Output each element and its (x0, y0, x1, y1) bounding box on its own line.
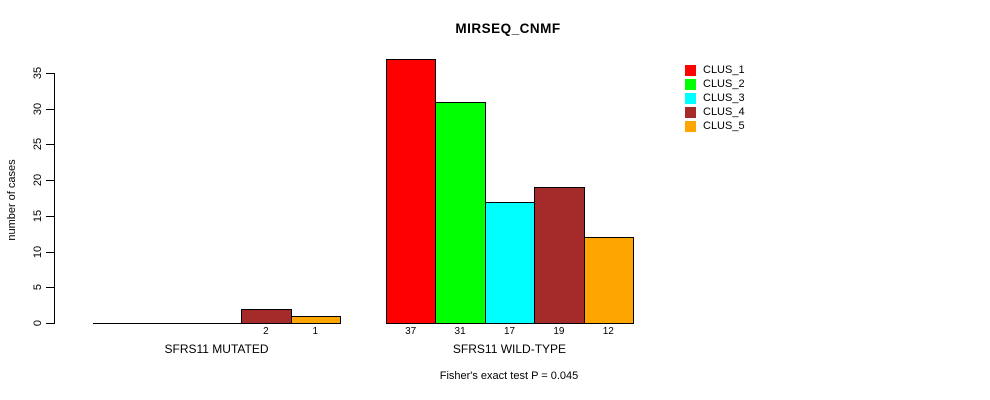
bar-clus_2 (435, 102, 486, 324)
y-tick-label: 30 (32, 102, 44, 116)
bar-value-label: 19 (553, 326, 565, 337)
legend-swatch-clus_5 (685, 120, 696, 132)
legend-item: CLUS_3 (685, 91, 745, 105)
legend-swatch-clus_3 (685, 92, 696, 104)
y-tick (46, 252, 54, 253)
y-tick (46, 323, 54, 324)
bar-value-label: 31 (454, 326, 466, 337)
x-baseline (93, 323, 341, 324)
y-tick-label: 5 (32, 283, 44, 291)
bar-value-label: 12 (602, 326, 614, 337)
legend-label: CLUS_3 (703, 91, 745, 104)
chart-title: MIRSEQ_CNMF (455, 21, 561, 36)
legend-item: CLUS_2 (685, 77, 745, 91)
y-tick-label: 0 (32, 319, 44, 327)
legend-item: CLUS_5 (685, 119, 745, 133)
bar-value-label: 37 (405, 326, 417, 337)
y-tick (46, 287, 54, 288)
y-tick (46, 144, 54, 145)
y-tick-label: 15 (32, 209, 44, 223)
bar-clus_4 (534, 187, 585, 324)
legend-label: CLUS_2 (703, 77, 745, 90)
bar-value-label: 1 (312, 326, 319, 337)
legend-item: CLUS_1 (685, 63, 745, 77)
group-label: SFRS11 WILD-TYPE (452, 342, 567, 356)
y-tick (46, 180, 54, 181)
legend: CLUS_1 CLUS_2 CLUS_3 CLUS_4 CLUS_5 (685, 63, 745, 133)
legend-label: CLUS_4 (703, 105, 745, 118)
legend-swatch-clus_2 (685, 78, 696, 90)
group-label: SFRS11 MUTATED (164, 342, 269, 356)
bar-clus_5 (291, 316, 341, 324)
y-tick (46, 73, 54, 74)
legend-swatch-clus_1 (685, 64, 696, 76)
y-tick (46, 109, 54, 110)
bar-clus_3 (485, 202, 535, 324)
bar-clus_1 (386, 59, 436, 324)
fisher-test-caption: Fisher's exact test P = 0.045 (439, 370, 579, 382)
y-tick (46, 216, 54, 217)
legend-swatch-clus_4 (685, 106, 696, 118)
y-tick-label: 25 (32, 137, 44, 151)
bar-clus_5 (584, 237, 634, 324)
legend-item: CLUS_4 (685, 105, 745, 119)
y-axis-line (54, 73, 55, 324)
y-tick-label: 35 (32, 66, 44, 80)
legend-label: CLUS_1 (703, 63, 745, 76)
bar-clus_4 (241, 309, 292, 324)
legend-label: CLUS_5 (703, 119, 745, 132)
y-tick-label: 20 (32, 173, 44, 187)
y-tick-label: 10 (32, 245, 44, 259)
bar-value-label: 17 (503, 326, 516, 337)
bar-value-label: 2 (263, 326, 269, 337)
